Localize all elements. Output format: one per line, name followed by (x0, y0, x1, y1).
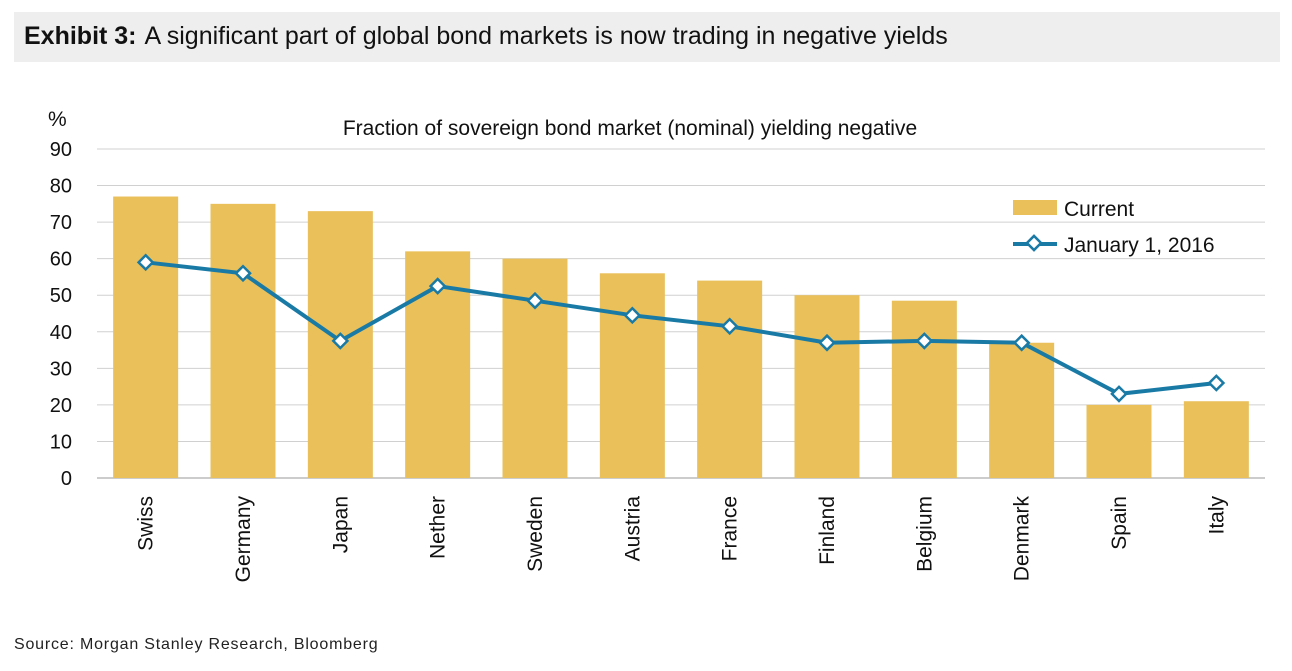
y-tick-label: 70 (50, 212, 72, 234)
y-tick-label: 60 (50, 249, 72, 271)
y-tick-label: 80 (50, 176, 72, 198)
marker-germany (234, 264, 252, 283)
source-note: Source: Morgan Stanley Research, Bloombe… (14, 636, 379, 653)
marker-austria (623, 306, 642, 325)
marker-belgium (915, 332, 934, 350)
title-bar: Exhibit 3: A significant part of global b… (14, 12, 1280, 62)
x-tick-label: Finland (816, 496, 839, 565)
bar-italy (1183, 401, 1249, 478)
bar-belgium (891, 300, 957, 478)
marker-nether (428, 277, 447, 295)
x-tick-label: Swiss (135, 496, 158, 551)
x-tick-label: Denmark (1011, 496, 1034, 582)
x-tick-label: Japan (329, 496, 352, 553)
bar-finland (794, 295, 860, 478)
x-tick-label: Italy (1205, 496, 1228, 535)
y-axis-label: % (48, 108, 67, 131)
y-tick-label: 10 (50, 431, 72, 453)
bar-spain (1086, 404, 1152, 478)
bar-france (697, 280, 763, 478)
bar-austria (599, 273, 665, 478)
bar-denmark (989, 342, 1055, 478)
exhibit-title-text: A significant part of global bond market… (144, 22, 948, 50)
chart-title: Fraction of sovereign bond market (nomin… (343, 117, 917, 140)
x-tick-label: Spain (1108, 496, 1131, 550)
legend-label-current: Current (1064, 198, 1134, 221)
y-tick-label: 50 (50, 285, 72, 307)
bar-sweden (502, 258, 568, 478)
legend-marker-jan2016 (1025, 234, 1043, 252)
exhibit-label: Exhibit 3: (24, 22, 137, 50)
x-tick-label: Nether (427, 496, 450, 559)
marker-france (720, 317, 739, 336)
x-tick-label: Belgium (913, 496, 936, 572)
x-tick-label: Sweden (524, 496, 547, 572)
marker-swiss (136, 253, 155, 272)
legend-label-jan2016: January 1, 2016 (1064, 234, 1215, 257)
exhibit-title: Exhibit 3: A significant part of global b… (24, 22, 948, 51)
y-tick-label: 0 (61, 468, 72, 490)
marker-italy (1207, 374, 1226, 392)
x-tick-label: France (719, 496, 742, 561)
line-jan2016 (145, 260, 1217, 396)
x-tick-label: Germany (232, 496, 255, 583)
x-tick-label: Austria (621, 496, 644, 562)
bar-swiss (113, 196, 179, 478)
y-tick-label: 20 (50, 395, 72, 417)
y-tick-label: 40 (50, 322, 72, 344)
legend-swatch-current (1013, 200, 1057, 215)
y-tick-label: 30 (50, 358, 72, 380)
legend: Current January 1, 2016 (1013, 198, 1215, 257)
marker-sweden (526, 291, 544, 310)
marker-japan (331, 332, 350, 350)
marker-finland (818, 333, 836, 352)
bar-germany (210, 203, 276, 479)
y-tick-label: 90 (50, 139, 72, 161)
marker-denmark (1012, 333, 1031, 352)
marker-spain (1110, 385, 1128, 403)
